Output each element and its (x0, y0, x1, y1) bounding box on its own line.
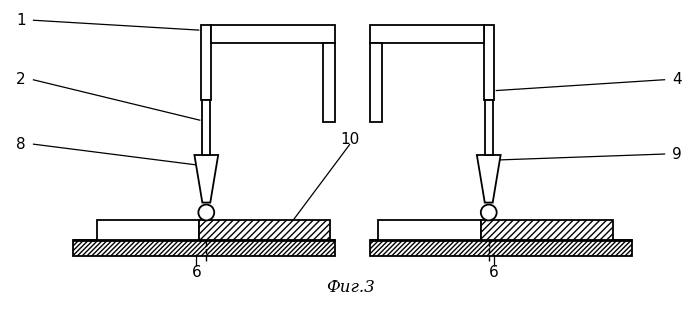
Text: 1: 1 (16, 13, 26, 28)
Polygon shape (73, 240, 335, 256)
Polygon shape (370, 240, 632, 256)
Bar (378, 220, 481, 240)
Polygon shape (477, 155, 500, 203)
Text: 8: 8 (16, 137, 26, 152)
Circle shape (481, 205, 497, 220)
Polygon shape (195, 155, 218, 203)
Circle shape (198, 205, 214, 220)
Text: 10: 10 (340, 132, 360, 147)
Text: 6: 6 (489, 265, 498, 281)
Bar (370, 43, 382, 122)
Bar (323, 43, 335, 122)
Polygon shape (481, 220, 612, 240)
Bar (485, 100, 493, 155)
Text: 4: 4 (672, 72, 682, 87)
Text: Фиг.3: Фиг.3 (326, 279, 374, 296)
Text: 6: 6 (192, 265, 202, 281)
Text: 9: 9 (672, 146, 682, 162)
Bar (202, 100, 210, 155)
Bar (97, 220, 200, 240)
Bar (202, 25, 211, 100)
Text: 2: 2 (16, 72, 26, 87)
Bar (370, 25, 484, 43)
Bar (484, 25, 494, 100)
Bar (211, 25, 335, 43)
Polygon shape (199, 220, 330, 240)
